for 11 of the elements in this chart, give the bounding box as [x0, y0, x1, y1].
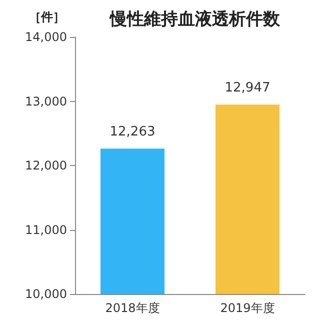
y-tick-label: 13,000 — [25, 94, 67, 108]
chart-title: 慢性維持血液透析件数 — [109, 10, 281, 30]
y-tick-label: 14,000 — [25, 30, 67, 44]
x-tick-label: 2019年度 — [220, 301, 275, 315]
data-label: 12,947 — [224, 80, 270, 96]
y-axis-title: ［件］ — [29, 10, 65, 24]
data-label: 12,263 — [110, 124, 156, 140]
y-tick-label: 12,000 — [25, 158, 67, 172]
y-tick-label: 11,000 — [25, 222, 67, 237]
x-tick-label: 2018年度 — [105, 301, 160, 315]
y-tick-label: 10,000 — [25, 287, 67, 301]
